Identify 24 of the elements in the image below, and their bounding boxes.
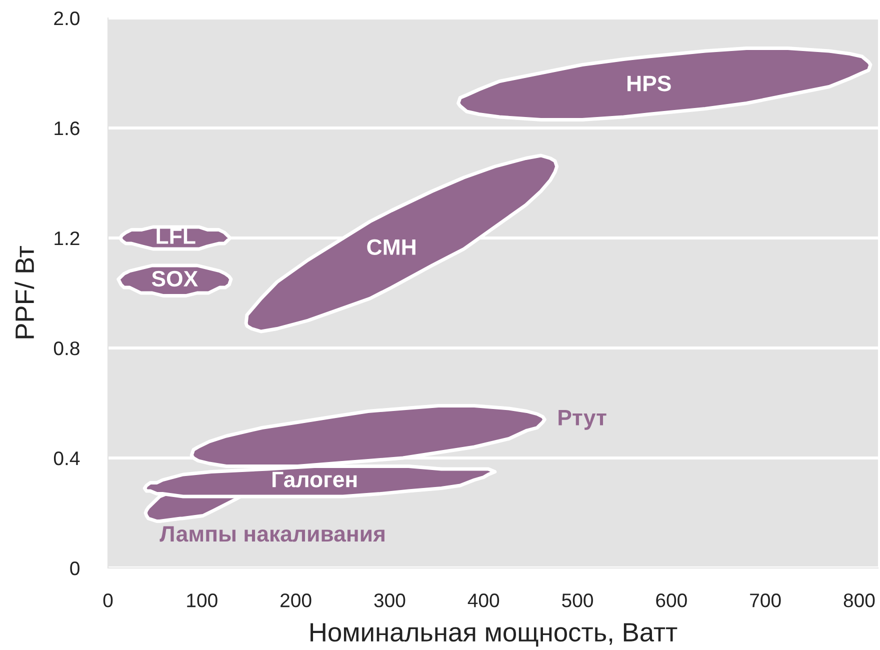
annotation: HPS — [628, 76, 671, 92]
x-tick-label: 700 — [750, 594, 781, 608]
annotation: LFL — [156, 228, 196, 244]
x-axis-title: Номинальная мощность, Ватт — [310, 623, 678, 647]
y-tick-label: 0.8 — [54, 341, 80, 356]
annotation: Галоген — [272, 472, 357, 488]
x-tick-label: 300 — [374, 594, 406, 608]
x-tick-label: 200 — [280, 594, 312, 608]
x-tick-label: 800 — [844, 594, 875, 608]
y-tick-label: 0 — [70, 561, 80, 576]
y-axis-title: PPF/ Вт — [14, 246, 34, 338]
y-tick-label: 0.4 — [54, 451, 80, 466]
x-tick-label: 600 — [656, 594, 687, 608]
y-tick-label: 1.6 — [54, 121, 80, 136]
annotation: Ртут — [558, 410, 606, 430]
x-tick-label: 0 — [103, 594, 113, 608]
y-tick-label: 1.2 — [54, 231, 80, 246]
y-tick-label: 2.0 — [54, 11, 80, 26]
annotation: CMH — [367, 239, 416, 255]
annotation: SOX — [152, 270, 198, 287]
x-tick-label: 100 — [187, 594, 218, 608]
x-tick-label: 500 — [562, 594, 593, 608]
x-tick-label: 400 — [468, 594, 500, 608]
annotation: Лампы накаливания — [160, 526, 384, 542]
